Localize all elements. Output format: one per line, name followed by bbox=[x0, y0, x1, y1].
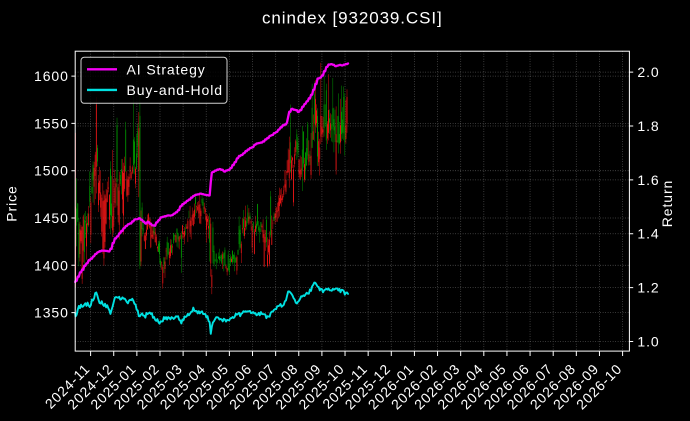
svg-text:1.2: 1.2 bbox=[637, 280, 659, 296]
svg-text:cnindex [932039.CSI]: cnindex [932039.CSI] bbox=[262, 9, 443, 28]
svg-text:Price: Price bbox=[4, 185, 20, 221]
svg-text:AI Strategy: AI Strategy bbox=[127, 61, 206, 77]
svg-text:1.6: 1.6 bbox=[637, 172, 659, 188]
svg-text:1.8: 1.8 bbox=[637, 118, 659, 134]
svg-text:1.4: 1.4 bbox=[637, 226, 659, 242]
svg-text:Return: Return bbox=[659, 180, 675, 227]
svg-text:1400: 1400 bbox=[34, 257, 69, 273]
svg-text:1450: 1450 bbox=[34, 210, 69, 226]
svg-text:1600: 1600 bbox=[34, 68, 69, 84]
svg-text:1350: 1350 bbox=[34, 305, 69, 321]
svg-text:1.0: 1.0 bbox=[637, 334, 659, 350]
svg-text:Buy-and-Hold: Buy-and-Hold bbox=[127, 82, 223, 98]
svg-text:1550: 1550 bbox=[34, 115, 69, 131]
svg-text:1500: 1500 bbox=[34, 163, 69, 179]
svg-text:2.0: 2.0 bbox=[637, 64, 659, 80]
